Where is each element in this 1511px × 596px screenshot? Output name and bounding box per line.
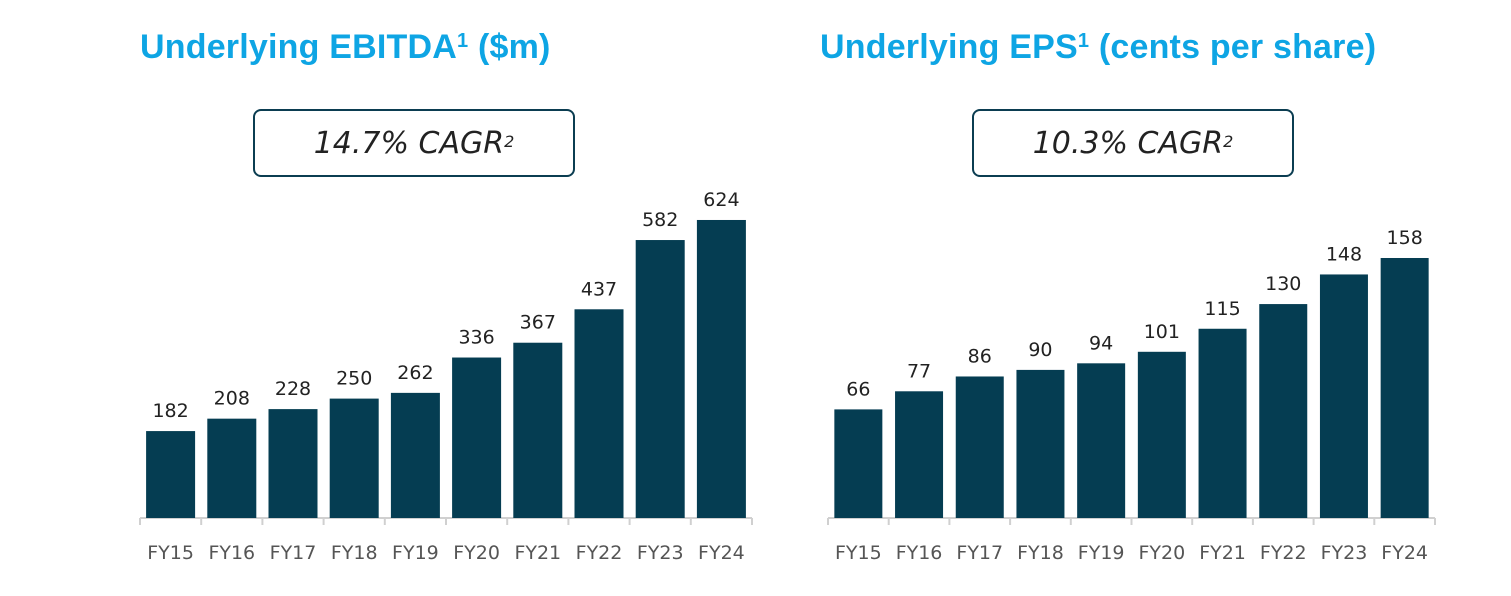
eps-x-tick-label: FY16 [896, 542, 943, 564]
ebitda-x-tick-label: FY19 [392, 542, 439, 564]
eps-value-label: 148 [1326, 243, 1362, 265]
eps-value-label: 86 [968, 345, 992, 367]
ebitda-bar-fy21 [513, 342, 563, 518]
eps-x-tick-label: FY24 [1381, 542, 1428, 564]
ebitda-value-label: 582 [642, 209, 678, 231]
eps-panel: Underlying EPS1 (cents per share) 10.3% … [760, 0, 1511, 596]
ebitda-panel: Underlying EBITDA1 ($m) 14.7% CAGR 2 182 F… [139, 28, 753, 564]
eps-bar-fy21 [1198, 328, 1247, 518]
ebitda-bar-fy18 [329, 398, 379, 518]
ebitda-title: Underlying EBITDA1 ($m) [140, 28, 551, 66]
eps-x-tick-label: FY15 [835, 542, 882, 564]
eps-bar-fy19 [1077, 363, 1126, 518]
eps-value-label: 101 [1144, 321, 1180, 343]
eps-x-tick-label: FY21 [1199, 542, 1246, 564]
ebitda-x-tick-label: FY18 [331, 542, 378, 564]
eps-x-tick-label: FY18 [1017, 542, 1064, 564]
ebitda-value-label: 228 [275, 378, 311, 400]
ebitda-bar-fy15 [146, 431, 196, 518]
eps-value-label: 94 [1089, 332, 1113, 354]
ebitda-x-tick-label: FY21 [514, 542, 561, 564]
ebitda-x-tick-label: FY24 [698, 542, 745, 564]
eps-value-label: 66 [846, 378, 870, 400]
ebitda-bar-fy17 [268, 409, 318, 518]
ebitda-x-tick-label: FY20 [453, 542, 500, 564]
ebitda-value-label: 250 [336, 368, 372, 390]
eps-bar-fy23 [1319, 274, 1368, 518]
eps-bar-fy15 [834, 409, 883, 518]
ebitda-x-tick-label: FY17 [270, 542, 317, 564]
ebitda-bar-chart: 182 FY15 208 FY16 228 FY17 250 FY18 262 FY19 336 FY… [139, 189, 753, 564]
eps-title: Underlying EPS1 (cents per share) [820, 28, 1377, 66]
ebitda-value-label: 262 [397, 362, 433, 384]
ebitda-bar-fy19 [390, 392, 440, 518]
ebitda-x-tick-label: FY22 [576, 542, 623, 564]
eps-x-tick-label: FY22 [1260, 542, 1307, 564]
eps-bar-fy18 [1016, 369, 1065, 518]
ebitda-value-label: 624 [703, 189, 739, 211]
eps-x-tick-label: FY20 [1138, 542, 1185, 564]
eps-x-tick-label: FY17 [956, 542, 1003, 564]
ebitda-value-label: 182 [152, 400, 188, 422]
ebitda-x-tick-label: FY15 [147, 542, 194, 564]
ebitda-value-label: 336 [458, 327, 494, 349]
eps-value-label: 130 [1265, 273, 1301, 295]
ebitda-bar-fy23 [635, 240, 685, 518]
eps-x-tick-label: FY23 [1321, 542, 1368, 564]
ebitda-value-label: 437 [581, 278, 617, 300]
eps-bar-fy20 [1137, 351, 1186, 518]
ebitda-bar-fy24 [696, 219, 746, 518]
ebitda-cagr-badge: 14.7% CAGR 2 [253, 109, 575, 177]
ebitda-x-tick-label: FY16 [208, 542, 255, 564]
ebitda-bar-fy20 [452, 357, 502, 518]
eps-value-label: 158 [1387, 227, 1423, 249]
eps-bar-fy16 [895, 391, 944, 518]
eps-value-label: 77 [907, 360, 931, 382]
eps-value-label: 115 [1204, 298, 1240, 320]
ebitda-value-label: 208 [214, 388, 250, 410]
ebitda-x-tick-label: FY23 [637, 542, 684, 564]
ebitda-bar-fy16 [207, 418, 257, 518]
eps-bar-chart: 66 FY15 77 FY16 86 FY17 90 FY18 94 FY19 101 FY20 115… [827, 227, 1436, 564]
eps-x-tick-label: FY19 [1078, 542, 1125, 564]
eps-bar-fy17 [955, 376, 1004, 518]
eps-cagr-badge: 10.3% CAGR 2 [972, 109, 1294, 177]
ebitda-bar-fy22 [574, 309, 624, 518]
ebitda-value-label: 367 [520, 312, 556, 334]
eps-bar-fy22 [1259, 304, 1308, 518]
eps-value-label: 90 [1028, 339, 1052, 361]
eps-bar-fy24 [1380, 257, 1429, 518]
